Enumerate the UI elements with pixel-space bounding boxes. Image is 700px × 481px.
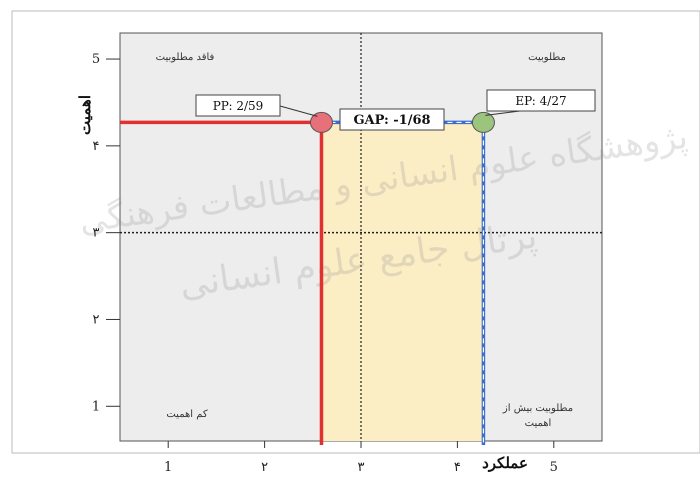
pp-callout-box: [195, 94, 281, 117]
axes: 1 ۲ ۳ ۴ 5 1 ۲ ۳ ۴ 5: [92, 52, 558, 475]
pp-callout-leader: [279, 105, 318, 117]
quadrant-label-top-left: فاقد مطلوبیت: [156, 52, 215, 63]
ep-callout-box: [486, 89, 596, 112]
y-tick-label: 5: [92, 52, 100, 67]
quadrant-label-bottom-right: مطلوبیت بیش از اهمیت: [502, 403, 573, 429]
y-tick-label: ۴: [93, 139, 100, 154]
x-tick-label: ۲: [261, 460, 268, 475]
data-points: [309, 111, 495, 133]
quadrant-label-bottom-left: کم اهمیت: [166, 409, 208, 420]
y-tick-label: ۳: [93, 226, 100, 241]
x-axis-title: عملکرد: [482, 454, 528, 472]
y-axis-title: اهمیت: [76, 95, 94, 135]
x-tick-label: ۳: [358, 460, 365, 475]
callouts: PP: 2/59 GAP: -1/68 EP: 4/27: [195, 89, 596, 131]
ep-callout-label: EP: 4/27: [515, 94, 566, 108]
x-tick-label: 5: [550, 460, 558, 475]
x-tick-label: ۴: [454, 460, 461, 475]
gap-callout-label: GAP: -1/68: [353, 113, 430, 128]
point-ep: [471, 111, 495, 133]
quadrant-label-top-right: مطلوبیت: [528, 52, 566, 63]
ep-callout-leader: [485, 110, 521, 116]
point-pp: [309, 111, 333, 133]
x-tick-label: 1: [164, 460, 172, 475]
y-tick-label: ۲: [93, 312, 100, 327]
pp-callout-label: PP: 2/59: [213, 99, 264, 113]
y-tick-label: 1: [92, 399, 100, 414]
gap-callout-box: [339, 108, 445, 131]
gap-band: [321, 122, 484, 441]
